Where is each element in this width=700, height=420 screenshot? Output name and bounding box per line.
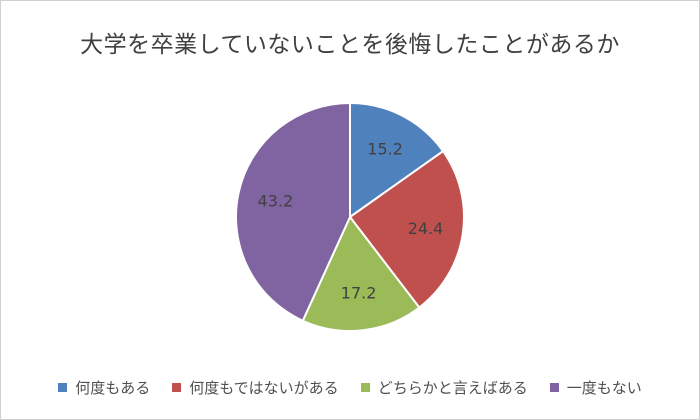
legend-label: 一度もない <box>566 379 642 397</box>
pie-slice <box>301 215 421 332</box>
legend-label: どちらかと言えばある <box>377 379 528 397</box>
legend-label: 何度もある <box>75 379 151 397</box>
slice-value-label: 15.2 <box>367 140 403 159</box>
legend-item: 何度もある <box>58 377 150 398</box>
legend-swatch <box>360 383 370 392</box>
chart-title: 大学を卒業していないことを後悔したことがあるか <box>80 32 620 58</box>
pie-slice <box>235 101 351 323</box>
slice-value-label: 24.4 <box>408 219 444 238</box>
pie-slice <box>349 101 445 219</box>
pie-slice <box>348 149 465 309</box>
chart-legend: 何度もある 何度もではないがある どちらかと言えばある 一度もない <box>0 377 700 398</box>
legend-item: 一度もない <box>549 377 642 398</box>
legend-item: どちらかと言えばある <box>360 377 528 398</box>
legend-swatch <box>172 383 182 392</box>
slice-value-label: 43.2 <box>258 191 294 210</box>
slice-value-label: 17.2 <box>341 283 377 302</box>
legend-label: 何度もではないがある <box>189 379 339 397</box>
legend-item: 何度もではないがある <box>172 377 339 398</box>
legend-swatch <box>549 383 559 392</box>
legend-swatch <box>58 383 68 392</box>
